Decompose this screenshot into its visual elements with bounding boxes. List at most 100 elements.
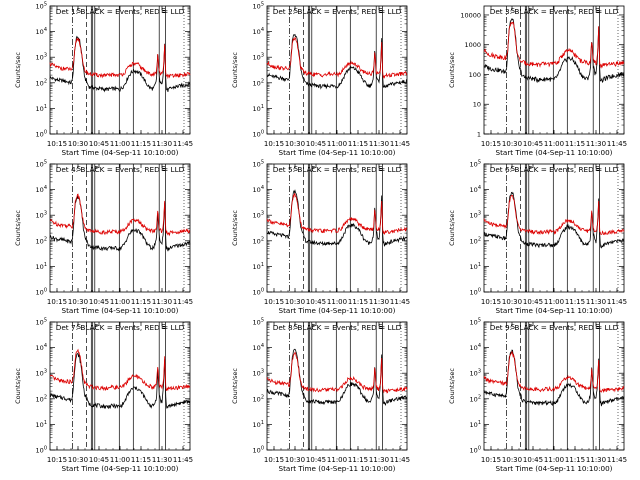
plot-frame [266, 163, 408, 293]
marker-label: S [293, 7, 298, 15]
x-tick-label: 10:15 [481, 140, 501, 148]
y-tick-label: 1000 [464, 41, 481, 49]
y-tick-label: 10 [473, 101, 481, 109]
series-events [483, 17, 625, 84]
x-tick-label: 11:45 [607, 298, 627, 306]
marker-label: E [378, 165, 382, 173]
x-tick-label: 10:15 [264, 298, 284, 306]
x-tick-label: 10:30 [502, 456, 522, 464]
x-tick-label: 10:45 [523, 298, 543, 306]
marker-label: F [528, 7, 532, 15]
series-lld [483, 194, 625, 236]
panel-title: Det 4: BLACK = Events, RED = LLD [56, 165, 185, 174]
y-axis-title: Counts/sec [231, 52, 239, 88]
y-tick-label: 100 [253, 446, 264, 455]
x-tick-label: 11:45 [607, 456, 627, 464]
marker-label: F [94, 165, 98, 173]
y-tick-label: 104 [36, 185, 47, 194]
x-tick-label: 11:15 [348, 140, 368, 148]
marker-label: F [311, 165, 315, 173]
y-axis-title: Counts/sec [448, 368, 456, 404]
x-axis-title: Start Time (04-Sep-11 10:10:00) [279, 148, 396, 157]
panel-det-8: 10:15 10:30 10:45 11:00 11:15 11:30 11:45Start… [231, 318, 410, 474]
panel-title: Det 8: BLACK = Events, RED = LLD [273, 323, 402, 332]
y-tick-label: 104 [36, 343, 47, 352]
marker-label: S [76, 7, 81, 15]
x-tick-label: 10:15 [47, 298, 67, 306]
x-axis-title: Start Time (04-Sep-11 10:10:00) [279, 464, 396, 473]
y-tick-label: 101 [253, 104, 264, 113]
marker-label: F [94, 323, 98, 331]
panel-title: Det 5: BLACK = Events, RED = LLD [273, 165, 402, 174]
y-tick-label: 105 [36, 160, 47, 169]
x-tick-label: 11:00 [110, 298, 130, 306]
y-tick-label: 103 [36, 211, 47, 220]
x-tick-label: 10:45 [523, 140, 543, 148]
marker-label: E [161, 165, 165, 173]
y-tick-label: 103 [36, 369, 47, 378]
series-events [483, 349, 625, 407]
y-tick-label: 103 [253, 53, 264, 62]
x-axis-title: Start Time (04-Sep-11 10:10:00) [496, 464, 613, 473]
y-tick-label: 101 [36, 104, 47, 113]
panel-title: Det 1: BLACK = Events, RED = LLD [56, 7, 185, 16]
series-lld [266, 36, 408, 79]
x-tick-label: 11:15 [348, 456, 368, 464]
y-tick-label: 103 [253, 211, 264, 220]
series-events [266, 189, 408, 247]
panel-det-2: 10:15 10:30 10:45 11:00 11:15 11:30 11:45Start… [231, 2, 410, 158]
series-events [49, 35, 191, 93]
y-tick-label: 1 [477, 131, 481, 139]
plot-frame [483, 5, 625, 135]
series-lld [266, 351, 408, 394]
y-tick-label: 104 [470, 343, 481, 352]
series-lld [49, 37, 191, 80]
x-tick-label: 11:30 [152, 140, 172, 148]
y-tick-label: 101 [253, 420, 264, 429]
y-axis-title: Counts/sec [231, 210, 239, 246]
y-axis-title: Counts/sec [14, 52, 22, 88]
panel-det-6: 10:15 10:30 10:45 11:00 11:15 11:30 11:45Start… [448, 160, 627, 316]
x-tick-label: 10:30 [502, 298, 522, 306]
series-events [266, 33, 408, 90]
x-tick-label: 11:00 [544, 298, 564, 306]
panel-det-5: 10:15 10:30 10:45 11:00 11:15 11:30 11:45Start… [231, 160, 410, 316]
y-tick-label: 101 [36, 420, 47, 429]
y-tick-label: 101 [253, 262, 264, 271]
y-tick-label: 102 [470, 394, 481, 403]
panel-det-4: 10:15 10:30 10:45 11:00 11:15 11:30 11:45Start… [14, 160, 193, 316]
series-lld [266, 192, 408, 236]
marker-label: F [528, 165, 532, 173]
marker-label: S [510, 323, 515, 331]
x-tick-label: 10:30 [68, 298, 88, 306]
series-events [266, 348, 408, 406]
marker-label: S [76, 165, 81, 173]
x-tick-label: 11:15 [348, 298, 368, 306]
x-axis-title: Start Time (04-Sep-11 10:10:00) [62, 464, 179, 473]
y-tick-label: 104 [470, 185, 481, 194]
plot-frame [266, 321, 408, 451]
marker-label: S [76, 323, 81, 331]
x-axis-title: Start Time (04-Sep-11 10:10:00) [496, 148, 613, 157]
x-tick-label: 10:15 [481, 298, 501, 306]
y-tick-label: 100 [36, 288, 47, 297]
y-tick-label: 102 [470, 236, 481, 245]
panel-det-7: 10:15 10:30 10:45 11:00 11:15 11:30 11:45Start… [14, 318, 193, 474]
series-lld [483, 21, 625, 69]
x-tick-label: 11:00 [327, 456, 347, 464]
x-tick-label: 11:30 [586, 456, 606, 464]
marker-label: E [378, 7, 382, 15]
x-tick-label: 10:45 [89, 140, 109, 148]
x-tick-label: 10:45 [306, 298, 326, 306]
x-tick-label: 11:00 [544, 456, 564, 464]
series-events [49, 352, 191, 410]
x-tick-label: 11:00 [110, 456, 130, 464]
marker-label: S [293, 323, 298, 331]
marker-label: S [510, 165, 515, 173]
y-tick-label: 104 [36, 27, 47, 36]
x-tick-label: 11:00 [327, 298, 347, 306]
y-tick-label: 100 [469, 71, 481, 79]
y-tick-label: 103 [253, 369, 264, 378]
x-tick-label: 10:30 [285, 456, 305, 464]
